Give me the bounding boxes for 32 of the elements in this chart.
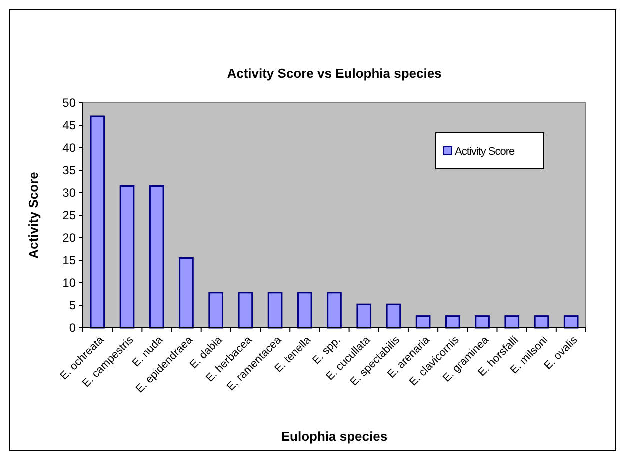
- bar: [179, 258, 194, 329]
- y-axis-title: Activity Score: [26, 172, 41, 259]
- legend-label: Activity Score: [455, 146, 516, 158]
- y-tick-label: 20: [62, 231, 76, 246]
- y-tick-label: 0: [69, 321, 76, 336]
- chart-title: Activity Score vs Eulophia species: [227, 66, 442, 81]
- bar: [268, 292, 283, 329]
- bar: [149, 186, 164, 329]
- y-tick-label: 40: [62, 141, 76, 156]
- bar: [534, 316, 550, 329]
- bar: [386, 304, 402, 329]
- bar: [327, 292, 342, 329]
- y-tick-label: 15: [62, 254, 76, 268]
- y-tick-label: 30: [62, 186, 76, 200]
- bar: [564, 316, 579, 329]
- bar: [416, 316, 431, 329]
- y-tick-label: 50: [62, 96, 76, 110]
- bar: [297, 292, 312, 329]
- y-tick-label: 45: [62, 118, 76, 133]
- y-tick-label: 25: [62, 208, 76, 223]
- y-tick-label: 35: [62, 164, 76, 178]
- bar: [90, 116, 106, 329]
- bar: [475, 316, 490, 329]
- bar: [238, 292, 254, 329]
- bar: [120, 186, 135, 329]
- y-tick-label: 5: [69, 298, 76, 313]
- x-axis-title: Eulophia species: [281, 429, 388, 444]
- bar: [446, 316, 460, 329]
- bar: [356, 304, 372, 329]
- bar: [504, 316, 520, 329]
- y-tick-label: 10: [62, 276, 76, 290]
- bar: [208, 292, 224, 329]
